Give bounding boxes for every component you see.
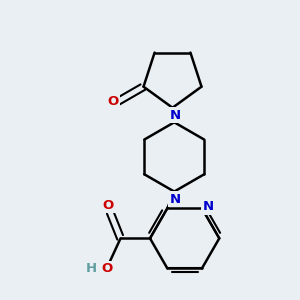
Text: H: H [85,262,97,275]
Text: O: O [102,262,113,275]
Text: O: O [107,95,118,108]
Text: N: N [170,109,181,122]
Text: N: N [169,193,181,206]
Text: O: O [103,199,114,212]
Text: N: N [202,200,214,213]
